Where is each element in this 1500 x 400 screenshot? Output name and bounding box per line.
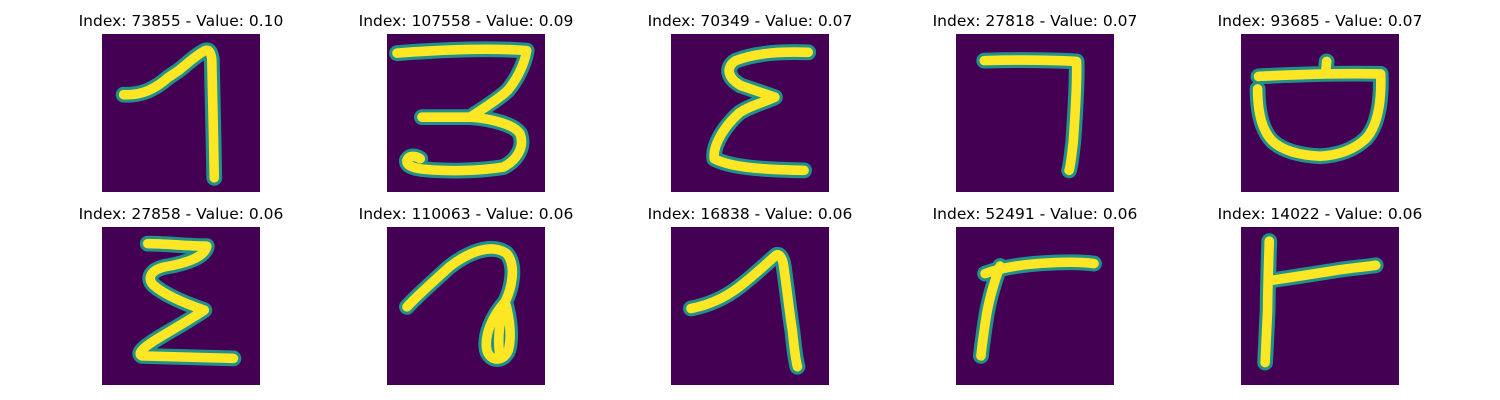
digit-image (956, 227, 1114, 385)
digit-image (671, 227, 829, 385)
panel-title: Index: 27818 - Value: 0.07 (932, 12, 1138, 30)
digit-image (102, 34, 260, 192)
digit-stroke (118, 45, 220, 183)
digit-image (956, 34, 1114, 192)
digit-image (102, 227, 260, 385)
digit-image (1241, 227, 1399, 385)
digit-stroke (135, 238, 239, 364)
digit-stroke (392, 44, 532, 176)
digit-stroke (1260, 236, 1381, 368)
digit-image (387, 34, 545, 192)
panel-title: Index: 93685 - Value: 0.07 (1217, 12, 1423, 30)
digit-image (1241, 34, 1399, 192)
panel-title: Index: 110063 - Value: 0.06 (358, 205, 574, 223)
panel-title: Index: 73855 - Value: 0.10 (78, 12, 284, 30)
digit-stroke (686, 250, 803, 372)
digit-stroke (709, 47, 813, 176)
panel-title: Index: 16838 - Value: 0.06 (647, 205, 853, 223)
panel-title: Index: 70349 - Value: 0.07 (647, 12, 853, 30)
panel-title: Index: 107558 - Value: 0.09 (358, 12, 574, 30)
digit-image (671, 34, 829, 192)
digit-stroke (402, 244, 518, 364)
image-background (102, 34, 260, 192)
digit-stroke (976, 257, 1099, 361)
panel-title: Index: 27858 - Value: 0.06 (78, 205, 284, 223)
digit-image (387, 227, 545, 385)
digit-stroke (979, 55, 1082, 176)
digit-stroke (1252, 56, 1386, 162)
panel-title: Index: 52491 - Value: 0.06 (932, 205, 1138, 223)
panel-title: Index: 14022 - Value: 0.06 (1217, 205, 1423, 223)
